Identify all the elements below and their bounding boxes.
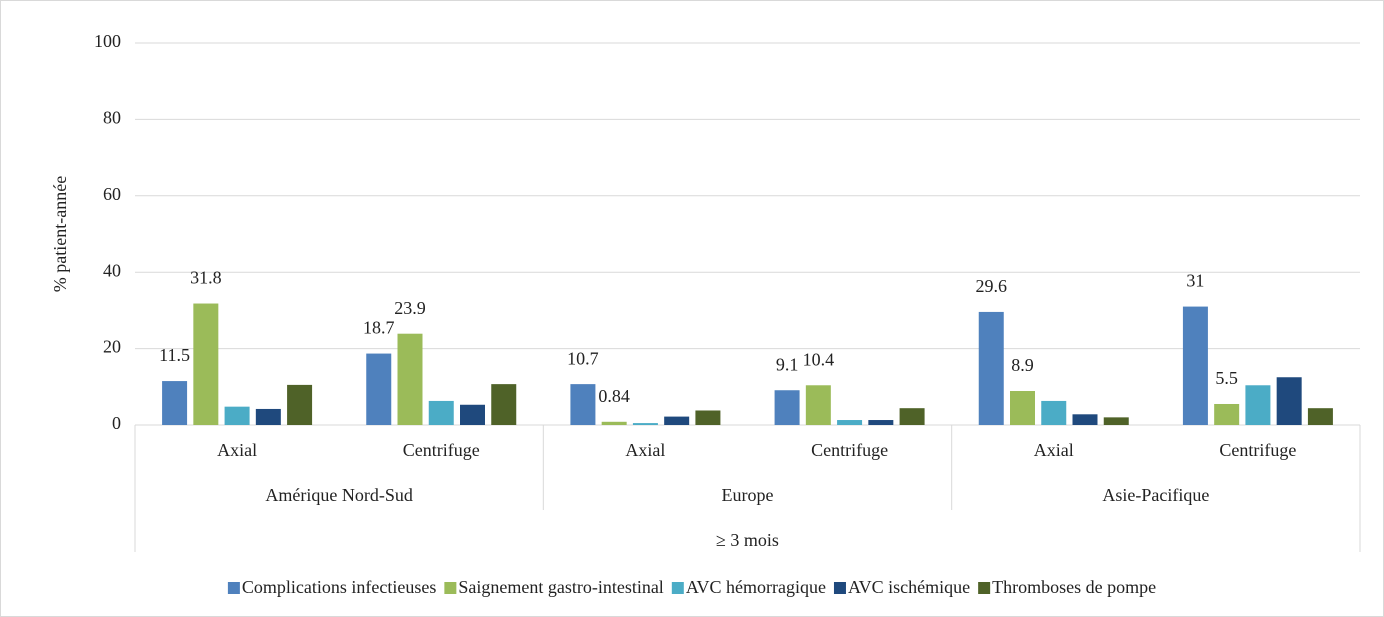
x-tick-label: Axial bbox=[1034, 440, 1074, 460]
bar bbox=[805, 385, 831, 425]
group-label: Amérique Nord-Sud bbox=[265, 485, 412, 505]
bar bbox=[1041, 400, 1067, 425]
y-tick-label: 100 bbox=[94, 31, 121, 51]
bar bbox=[1010, 391, 1035, 425]
data-label: 18.7 bbox=[363, 318, 395, 338]
bar bbox=[193, 303, 219, 425]
data-label: 29.6 bbox=[976, 276, 1008, 296]
bar bbox=[224, 406, 250, 425]
super-group-label: ≥ 3 mois bbox=[716, 530, 779, 550]
x-tick-label: Axial bbox=[217, 440, 257, 460]
legend-label: Complications infectieuses bbox=[242, 577, 436, 597]
data-label: 11.5 bbox=[159, 345, 190, 365]
bar bbox=[397, 333, 423, 425]
legend-swatch bbox=[671, 582, 684, 594]
group-label: Asie-Pacifique bbox=[1102, 485, 1209, 505]
bar bbox=[978, 311, 1004, 425]
bar bbox=[664, 416, 690, 425]
bar bbox=[1103, 417, 1129, 425]
data-label: 31.8 bbox=[190, 268, 222, 288]
data-label: 5.5 bbox=[1215, 368, 1238, 388]
x-tick-label: Centrifuge bbox=[1219, 440, 1296, 460]
bar bbox=[899, 408, 925, 425]
bar bbox=[460, 404, 485, 425]
data-label: 23.9 bbox=[394, 298, 426, 318]
x-tick-label: Axial bbox=[625, 440, 665, 460]
bar bbox=[837, 420, 863, 425]
data-label: 8.9 bbox=[1011, 355, 1034, 375]
x-tick-label: Centrifuge bbox=[403, 440, 480, 460]
legend-swatch bbox=[227, 582, 240, 594]
legend-label: Saignement gastro-intestinal bbox=[458, 577, 663, 597]
y-tick-label: 0 bbox=[112, 413, 121, 433]
data-label: 10.7 bbox=[567, 348, 599, 368]
legend-swatch bbox=[833, 582, 846, 594]
y-axis-title: % patient-année bbox=[50, 176, 70, 292]
bar bbox=[162, 381, 188, 425]
legend-label: AVC ischémique bbox=[848, 577, 970, 597]
bar bbox=[366, 353, 392, 425]
bar bbox=[287, 384, 313, 425]
y-tick-label: 20 bbox=[103, 337, 121, 357]
legend-label: AVC hémorragique bbox=[686, 577, 826, 597]
bar bbox=[1072, 414, 1098, 425]
bar bbox=[868, 420, 894, 425]
bar bbox=[428, 400, 454, 425]
bar bbox=[632, 423, 658, 425]
legend-swatch bbox=[444, 582, 457, 594]
y-tick-label: 40 bbox=[103, 260, 121, 280]
data-label: 9.1 bbox=[776, 354, 799, 374]
legend-swatch bbox=[978, 582, 991, 594]
bar bbox=[695, 410, 721, 425]
data-label: 10.4 bbox=[803, 349, 835, 369]
bar bbox=[255, 408, 281, 425]
bar bbox=[491, 384, 517, 425]
group-label: Europe bbox=[722, 485, 774, 505]
bar bbox=[1214, 403, 1240, 425]
bar bbox=[570, 384, 596, 425]
bar bbox=[601, 421, 627, 425]
y-tick-label: 80 bbox=[103, 108, 121, 128]
data-label: 31 bbox=[1186, 271, 1204, 291]
y-tick-label: 60 bbox=[103, 184, 121, 204]
bar bbox=[1307, 408, 1333, 425]
bar bbox=[1276, 377, 1302, 425]
bar bbox=[1245, 385, 1271, 425]
bar bbox=[1182, 306, 1208, 425]
data-label: 0.84 bbox=[598, 386, 630, 406]
bar bbox=[774, 390, 800, 425]
legend-label: Thromboses de pompe bbox=[992, 577, 1156, 597]
x-tick-label: Centrifuge bbox=[811, 440, 888, 460]
